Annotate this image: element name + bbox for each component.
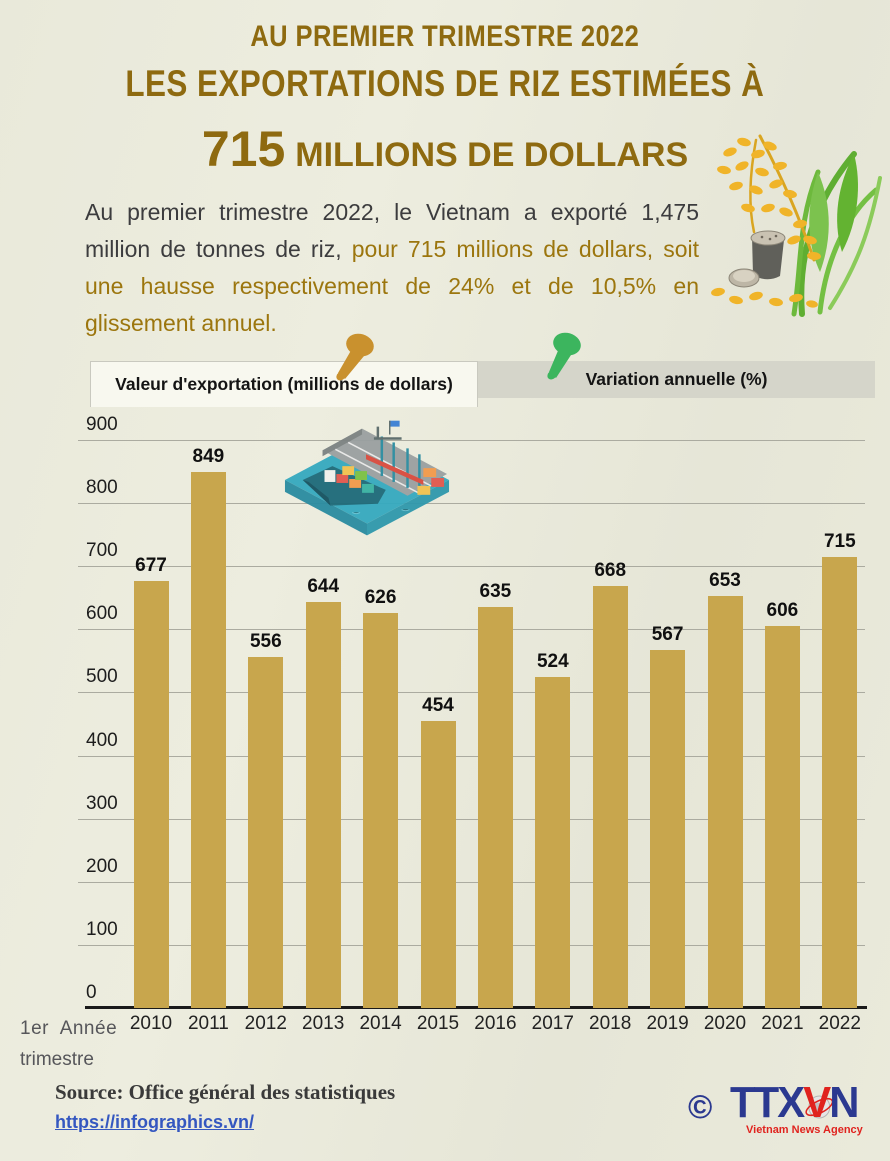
x-tick-label-2010: 2010 — [129, 1013, 173, 1034]
bar-value-label: 644 — [307, 575, 340, 597]
container-port-illustration — [284, 420, 450, 536]
x-axis-corner-line2: trimestre — [20, 1049, 94, 1070]
logo-v: V — [803, 1078, 831, 1127]
copyright-icon: © — [688, 1088, 713, 1125]
gridline — [78, 440, 865, 441]
bar-value-label: 849 — [192, 446, 225, 468]
gridline — [78, 944, 865, 946]
y-tick-label: 200 — [86, 855, 118, 877]
y-tick-label: 500 — [86, 666, 118, 688]
x-tick-label-2014: 2014 — [359, 1013, 402, 1034]
y-tick-label: 100 — [86, 918, 118, 940]
credit-link[interactable]: https://infographics.vn/ — [55, 1112, 255, 1132]
x-axis-corner-label: 1er Année trimestre — [20, 1013, 117, 1075]
x-tick-label-2017: 2017 — [531, 1013, 574, 1034]
bar-2012 — [248, 657, 284, 1008]
port-cranes — [373, 426, 421, 492]
header: AU PREMIER TRIMESTRE 2022 LES EXPORTATIO… — [0, 20, 890, 178]
container-ship — [302, 466, 386, 506]
x-tick-label-2011: 2011 — [187, 1013, 229, 1034]
gridline — [78, 881, 865, 883]
bar-2014 — [363, 612, 399, 1008]
y-tick-label: 700 — [86, 540, 118, 562]
bar-2018 — [592, 586, 628, 1008]
gridline — [78, 566, 865, 568]
ttxvn-logo: © TTX VN Vietnam News Agency — [688, 1078, 868, 1137]
bar-2013 — [305, 601, 341, 1008]
rice-plant-illustration — [711, 134, 882, 317]
gridline — [78, 818, 865, 820]
bar-value-label: 556 — [249, 631, 282, 653]
headline-amount: 715 MILLIONS DE DOLLARS — [0, 120, 890, 178]
bar-value-label: 715 — [823, 530, 856, 552]
bar-value-label: 567 — [651, 624, 684, 646]
bar-2010 — [133, 580, 169, 1008]
bar-value-label: 524 — [536, 651, 569, 673]
bar-2011 — [190, 472, 226, 1008]
x-tick-label-2020: 2020 — [703, 1013, 747, 1034]
bar-2022 — [822, 556, 858, 1008]
gridline — [78, 503, 865, 505]
rice-bucket — [728, 230, 786, 288]
y-tick-label: 300 — [86, 792, 118, 814]
x-axis-line — [85, 1006, 867, 1009]
x-tick-label-2013: 2013 — [302, 1013, 345, 1034]
x-tick-label-2019: 2019 — [646, 1013, 689, 1034]
bar-value-label: 454 — [422, 695, 454, 717]
bar-value-label: 668 — [594, 560, 627, 582]
port-trucks — [417, 468, 445, 495]
logo-subtitle: Vietnam News Agency — [746, 1124, 863, 1136]
logo-wordmark: TTX VN — [730, 1078, 859, 1128]
intro-paragraph: Au premier trimestre 2022, le Vietnam a … — [85, 194, 699, 342]
tab-export-value-label: Valeur d'exportation (millions de dollar… — [115, 374, 453, 394]
x-tick-label-2018: 2018 — [589, 1013, 632, 1034]
x-tick-label-2022: 2022 — [818, 1013, 861, 1034]
chart-tabs: Valeur d'exportation (millions de dollar… — [90, 361, 875, 407]
source-text: Source: Office général des statistiques — [55, 1080, 396, 1104]
bar-2021 — [764, 625, 800, 1008]
tab-export-value[interactable]: Valeur d'exportation (millions de dollar… — [90, 361, 478, 407]
y-tick-label: 800 — [86, 477, 118, 499]
bar-value-label: 606 — [766, 599, 799, 621]
logo-ttx: TTX — [730, 1078, 805, 1127]
page-title-line2-text: LES EXPORTATIONS DE RIZ ESTIMÉES À — [125, 63, 765, 104]
gridline — [78, 629, 865, 631]
page-title-line1: AU PREMIER TRIMESTRE 2022 — [0, 20, 890, 54]
green-hand-cursor-icon — [547, 332, 581, 380]
bar-2017 — [535, 677, 571, 1008]
intro-text-gold: pour 715 millions de dollars, soit une h… — [85, 236, 700, 336]
rice-grains — [711, 137, 821, 308]
page-title-line2: LES EXPORTATIONS DE RIZ ESTIMÉES À — [0, 63, 890, 105]
bar-chart-plot-area: 0 100 200 300 400 500 600 700 800 900 677 849 556 644… — [78, 414, 867, 1009]
bar-2015 — [420, 721, 456, 1008]
gold-hand-cursor-icon — [336, 333, 374, 381]
gridline — [78, 692, 865, 694]
x-axis-labels: 2010 2011 2012 2013 2014 2015 2016 2017 2018 2019… — [78, 1013, 865, 1041]
tab-annual-variation-label: Variation annuelle (%) — [585, 369, 768, 389]
x-tick-label-2021: 2021 — [761, 1013, 804, 1034]
bar-value-label: 653 — [709, 569, 741, 591]
bar-value-label: 635 — [479, 581, 512, 603]
x-axis-corner-line1: 1er Année — [20, 1018, 118, 1039]
logo-n: N — [829, 1078, 859, 1127]
bar-2019 — [650, 650, 686, 1008]
y-tick-label: 400 — [86, 729, 118, 751]
page-title-line1-text: AU PREMIER TRIMESTRE 2022 — [250, 20, 640, 53]
bar-2016 — [477, 607, 513, 1008]
bar-2020 — [707, 595, 743, 1008]
y-tick-label: 600 — [86, 603, 118, 625]
x-tick-label-2012: 2012 — [244, 1013, 287, 1034]
headline-amount-value: 715 — [201, 121, 286, 177]
gridline — [78, 755, 865, 757]
headline-amount-suffix: MILLIONS DE DOLLARS — [295, 136, 689, 174]
y-tick-label: 900 — [86, 414, 118, 435]
x-tick-label-2015: 2015 — [416, 1013, 460, 1034]
bar-value-label: 626 — [364, 586, 397, 608]
x-tick-label-2016: 2016 — [474, 1013, 517, 1034]
tab-annual-variation[interactable]: Variation annuelle (%) — [478, 361, 875, 398]
bar-value-label: 677 — [135, 554, 167, 576]
intro-text-dark: Au premier trimestre 2022, le Vietnam a … — [85, 199, 699, 262]
y-tick-label: 0 — [86, 982, 97, 1003]
